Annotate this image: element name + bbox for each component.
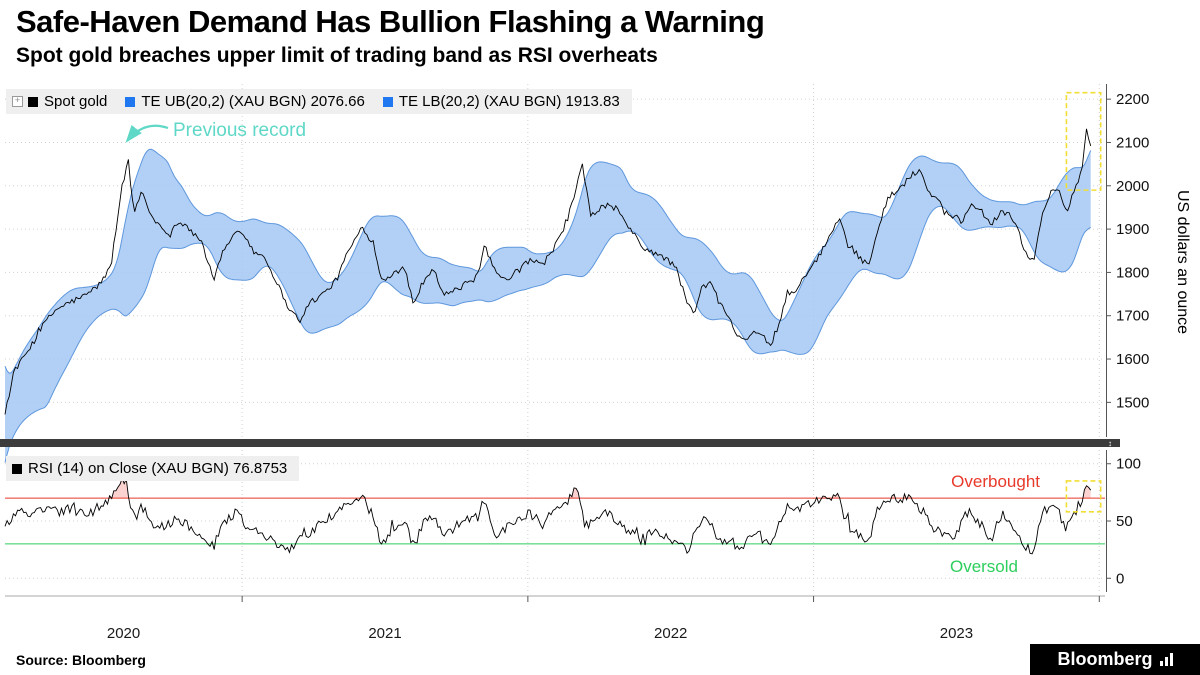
legend-item-rsi[interactable]: RSI (14) on Close (XAU BGN) 76.8753 — [12, 460, 287, 477]
bloomberg-wordmark: Bloomberg — [1057, 649, 1153, 669]
main-y-tick-label: 2100 — [1116, 134, 1149, 151]
rsi-y-tick-label: 50 — [1116, 513, 1133, 530]
legend-lower-band-label: TE LB(20,2) (XAU BGN) 1913.83 — [398, 93, 620, 110]
previous-record-label: Previous record — [173, 120, 306, 141]
main-y-axis-title: US dollars an ounce — [1174, 190, 1191, 334]
chart-style-icon: + — [12, 96, 23, 107]
legend-upper-band-label: TE UB(20,2) (XAU BGN) 2076.66 — [141, 93, 365, 110]
x-axis-label: 2021 — [368, 625, 401, 642]
overbought-shading — [569, 487, 580, 499]
x-axis-label: 2022 — [654, 625, 687, 642]
legend-item-lower-band[interactable]: TE LB(20,2) (XAU BGN) 1913.83 — [382, 93, 620, 110]
record-highlight-box — [1065, 91, 1102, 191]
overbought-shading — [907, 494, 912, 499]
rsi-legend: RSI (14) on Close (XAU BGN) 76.8753 — [6, 456, 300, 481]
main-chart-legend: + Spot gold TE UB(20,2) (XAU BGN) 2076.6… — [6, 89, 632, 114]
legend-item-upper-band[interactable]: TE UB(20,2) (XAU BGN) 2076.66 — [125, 93, 365, 110]
main-y-tick-label: 2000 — [1116, 178, 1149, 195]
rsi-swatch — [12, 463, 22, 474]
bloomberg-logo-icon — [1159, 653, 1173, 666]
main-y-tick-label: 1900 — [1116, 221, 1149, 238]
oversold-label: Oversold — [950, 557, 1018, 576]
bollinger-band-area — [5, 149, 1091, 463]
main-y-tick-label: 1600 — [1116, 351, 1149, 368]
rsi-y-tick-label: 100 — [1116, 456, 1141, 473]
x-axis-label: 2020 — [107, 625, 140, 642]
main-y-tick-label: 1800 — [1116, 264, 1149, 281]
spot-gold-line — [4, 128, 1092, 415]
page-title: Safe-Haven Demand Has Bullion Flashing a… — [16, 4, 765, 39]
lower-band-swatch — [382, 96, 393, 107]
overbought-shading — [360, 495, 365, 499]
source-credit: Source: Bloomberg — [16, 652, 146, 668]
upper-band-swatch — [125, 96, 136, 107]
main-y-tick-label: 2200 — [1116, 91, 1149, 108]
upper-band-line — [4, 148, 1092, 374]
lower-band-line — [4, 205, 1091, 463]
legend-item-spot-gold[interactable]: + Spot gold — [12, 93, 107, 110]
legend-rsi-label: RSI (14) on Close (XAU BGN) 76.8753 — [28, 460, 288, 477]
x-axis-label: 2023 — [940, 625, 973, 642]
spot-gold-swatch — [28, 96, 38, 107]
panel-separator[interactable] — [0, 439, 1120, 447]
main-y-tick-label: 1500 — [1116, 394, 1149, 411]
legend-spot-gold-label: Spot gold — [44, 93, 108, 110]
previous-record-arrow — [125, 124, 169, 143]
panel-resize-icon[interactable]: ↕ — [1108, 439, 1112, 448]
page-subtitle: Spot gold breaches upper limit of tradin… — [16, 44, 658, 67]
rsi-highlight-box — [1065, 480, 1102, 513]
rsi-line — [4, 476, 1092, 555]
rsi-y-tick-label: 0 — [1116, 570, 1124, 587]
bloomberg-logo: Bloomberg — [1030, 644, 1200, 675]
overbought-label: Overbought — [951, 472, 1040, 491]
main-y-tick-label: 1700 — [1116, 308, 1149, 325]
